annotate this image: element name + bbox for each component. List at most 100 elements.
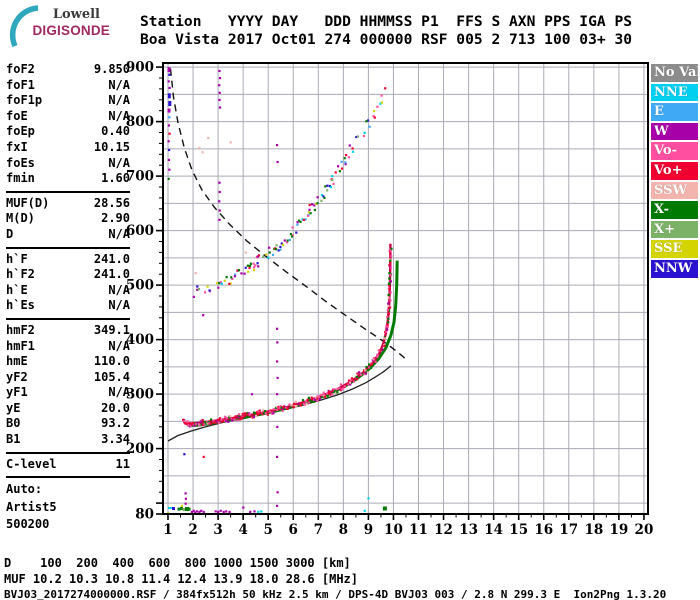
param-label: foEs: [6, 155, 35, 170]
param-value: 10.15: [93, 139, 130, 154]
param-value: 28.56: [93, 195, 130, 210]
logo-lowell-text: Lowell: [52, 7, 100, 22]
y-axis-tick-label: 500: [126, 278, 154, 294]
param-row: foF1p N/A: [6, 93, 130, 109]
param-row: yF1 N/A: [6, 385, 130, 401]
plot-grid: [163, 63, 648, 514]
param-row: fxI 10.15: [6, 140, 130, 156]
param-label: MUF(D): [6, 195, 50, 210]
param-label: C-level: [6, 456, 57, 471]
param-label: B1: [6, 432, 21, 447]
param-row: hmE 110.0: [6, 354, 130, 370]
autoscaling-info-line: 500200: [6, 517, 50, 532]
param-value: 2.90: [101, 211, 130, 226]
param-label: yE: [6, 400, 21, 415]
x-axis-tick-label: 9: [364, 522, 373, 538]
param-row: foF2 9.850: [6, 62, 130, 78]
y-axis-tick-label: 700: [126, 169, 154, 185]
param-row: MUF(D) 28.56: [6, 196, 130, 212]
param-label: hmE: [6, 354, 28, 369]
legend-item-no-val: No Val: [651, 64, 700, 82]
panel-divider: [6, 317, 130, 320]
param-row: B1 3.34: [6, 432, 130, 448]
param-row: h`F 241.0: [6, 252, 130, 268]
header-column-labels: Station YYYY DAY DDD HHMMSS P1 FFS S AXN…: [140, 13, 633, 30]
param-label: foF1: [6, 77, 35, 92]
x-axis-tick-label: 17: [559, 522, 578, 538]
x-axis-tick-label: 12: [434, 522, 453, 538]
param-value: 93.2: [101, 416, 130, 431]
x-axis-tick-label: 7: [314, 522, 323, 538]
legend-item-nnw: NNW: [651, 259, 698, 278]
parameter-panel: foF2 9.850 foF1 N/A foF1p N/A foE N/A foEp 0.40 fx…: [6, 62, 130, 534]
legend-item-w: W: [651, 122, 698, 141]
x-axis-tick-label: 2: [188, 522, 197, 538]
param-value: 11: [115, 456, 130, 471]
param-row: B0 93.2: [6, 416, 130, 432]
legend-item-vo-: Vo+: [651, 161, 698, 180]
param-row: h`Es N/A: [6, 298, 130, 314]
param-row: fmin 1.60: [6, 171, 130, 187]
param-value: 241.0: [93, 251, 130, 266]
legend-label: Vo+: [654, 162, 683, 178]
param-label: foF2: [6, 62, 35, 76]
y-axis-tick-label: 600: [126, 223, 154, 239]
legend-label: X+: [654, 221, 675, 237]
param-value: N/A: [108, 282, 130, 297]
x-axis-tick-label: 4: [238, 522, 247, 538]
param-value: 0.40: [101, 124, 130, 139]
legend-label: W: [654, 123, 669, 139]
x-axis-tick-label: 20: [635, 522, 654, 538]
legend-item-e: E: [651, 103, 698, 121]
y-axis-tick-label: 80: [135, 507, 154, 523]
legend-label: NNE: [654, 84, 688, 100]
legend-label: Vo-: [654, 143, 677, 159]
legend-item-vo-: Vo-: [651, 142, 698, 160]
param-value: 20.0: [101, 400, 130, 415]
param-row: foEp 0.40: [6, 124, 130, 140]
param-row: yE 20.0: [6, 401, 130, 417]
panel-divider: [6, 451, 130, 454]
param-row: yF2 105.4: [6, 370, 130, 386]
autoscaling-info-line: Auto:: [6, 482, 43, 497]
param-value: 110.0: [93, 354, 130, 369]
param-label: foF1p: [6, 93, 43, 108]
param-value: 3.34: [101, 432, 130, 447]
param-value: N/A: [108, 77, 130, 92]
legend-item-nne: NNE: [651, 83, 698, 102]
param-row: D N/A: [6, 227, 130, 243]
param-label: h`E: [6, 282, 28, 297]
param-label: B0: [6, 416, 21, 431]
param-value: N/A: [108, 108, 130, 123]
y-axis-tick-label: 900: [126, 60, 154, 76]
digisonde-logo: Lowell DIGISONDE: [8, 5, 110, 49]
x-axis-tick-label: 10: [384, 522, 403, 538]
param-value: N/A: [108, 338, 130, 353]
x-axis-tick-label: 19: [610, 522, 629, 538]
plot-frame: [162, 62, 649, 515]
param-row: hmF1 N/A: [6, 339, 130, 355]
x-axis-tick-label: 16: [534, 522, 553, 538]
x-axis-tick-label: 1: [163, 522, 172, 538]
legend-item-ssw: SSW: [651, 181, 698, 200]
autoscaling-info-line: Artist5: [6, 499, 57, 514]
param-row: foEs N/A: [6, 156, 130, 172]
logo-digisonde-text: DIGISONDE: [32, 23, 110, 38]
muf-row: MUF 10.2 10.3 10.8 11.4 12.4 13.9 18.0 2…: [4, 572, 359, 586]
param-row: M(D) 2.90: [6, 211, 130, 227]
x-axis-tick-label: 15: [509, 522, 528, 538]
param-value: 241.0: [93, 267, 130, 282]
param-row: hmF2 349.1: [6, 323, 130, 339]
param-row: h`F2 241.0: [6, 267, 130, 283]
param-value: N/A: [108, 93, 130, 108]
doppler-direction-legend: No Val NNE E W Vo- Vo+ SSW X- X+ SSE NNW: [651, 64, 700, 280]
param-label: M(D): [6, 211, 35, 226]
x-axis-tick-label: 14: [484, 522, 503, 538]
legend-item-sse: SSE: [651, 240, 698, 258]
param-value: N/A: [108, 155, 130, 170]
o-trace: [182, 243, 392, 426]
param-label: foEp: [6, 124, 35, 139]
